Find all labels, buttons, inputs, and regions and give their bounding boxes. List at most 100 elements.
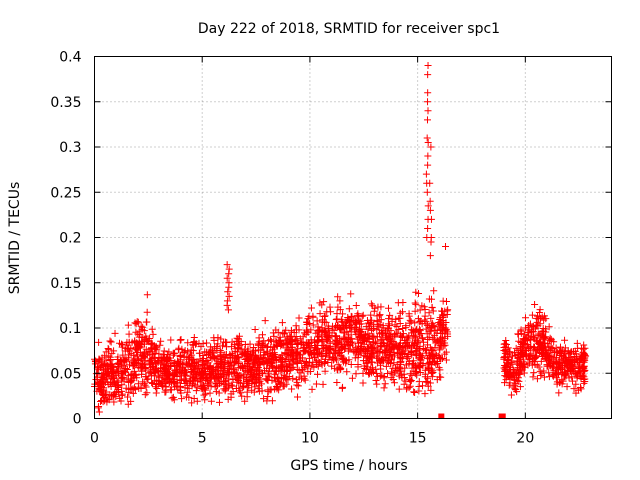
data-point — [577, 384, 585, 392]
data-point — [550, 348, 558, 356]
data-point — [390, 379, 398, 387]
data-point — [252, 354, 260, 362]
data-point — [443, 307, 451, 315]
data-point — [200, 391, 208, 399]
data-point — [123, 375, 131, 383]
data-point — [574, 358, 582, 366]
data-point — [339, 310, 347, 318]
data-point — [159, 351, 167, 359]
data-point — [225, 283, 233, 291]
data-point — [444, 306, 452, 314]
data-point — [533, 353, 541, 361]
data-point — [377, 365, 385, 373]
data-point — [511, 351, 519, 359]
data-point — [196, 378, 204, 386]
data-point — [327, 308, 335, 316]
data-point — [360, 362, 368, 370]
data-point — [242, 378, 250, 386]
data-point — [387, 356, 395, 364]
data-point — [342, 359, 350, 367]
data-point — [223, 274, 231, 282]
data-point — [180, 376, 188, 384]
data-point — [114, 382, 122, 390]
data-point — [386, 311, 394, 319]
data-point — [372, 377, 380, 385]
data-point — [106, 337, 114, 345]
data-point — [402, 340, 410, 348]
data-point — [543, 361, 551, 369]
data-point — [528, 361, 536, 369]
data-point — [288, 328, 296, 336]
data-point — [421, 345, 429, 353]
data-point — [177, 372, 185, 380]
data-point — [119, 341, 127, 349]
data-point — [153, 367, 161, 375]
data-point — [568, 377, 576, 385]
data-point — [246, 351, 254, 359]
data-point — [271, 351, 279, 359]
data-point — [336, 336, 344, 344]
data-point — [96, 386, 104, 394]
data-point — [255, 334, 263, 342]
data-point — [157, 337, 165, 345]
data-point — [442, 243, 450, 251]
data-point — [170, 349, 178, 357]
data-point — [309, 313, 317, 321]
data-point — [322, 318, 330, 326]
data-point — [143, 308, 151, 316]
data-point — [224, 395, 232, 403]
data-point — [324, 322, 332, 330]
data-point — [136, 342, 144, 350]
data-point — [413, 325, 421, 333]
y-tick-label: 0 — [73, 412, 82, 428]
data-point — [421, 366, 429, 374]
data-point — [408, 359, 416, 367]
data-point — [132, 320, 140, 328]
data-point — [382, 353, 390, 361]
data-point — [293, 393, 301, 401]
data-point — [348, 313, 356, 321]
data-point — [401, 364, 409, 372]
data-point — [579, 357, 587, 365]
data-point — [341, 341, 349, 349]
x-tick-label: 0 — [90, 431, 99, 447]
data-point — [125, 351, 133, 359]
data-point — [366, 369, 374, 377]
data-point — [133, 351, 141, 359]
data-point — [322, 327, 330, 335]
data-point — [199, 370, 207, 378]
data-point — [406, 375, 414, 383]
data-point — [219, 342, 227, 350]
data-point — [110, 398, 118, 406]
data-point — [540, 312, 548, 320]
data-point — [235, 378, 243, 386]
data-point — [374, 359, 382, 367]
data-point — [372, 346, 380, 354]
data-point — [407, 377, 415, 384]
data-point — [316, 348, 324, 356]
data-point — [336, 297, 344, 305]
data-point — [200, 384, 208, 392]
data-point — [296, 351, 304, 359]
data-gap-marker — [499, 413, 506, 419]
data-point — [307, 351, 315, 359]
data-point — [338, 384, 346, 392]
data-point — [214, 359, 222, 367]
data-point — [292, 322, 300, 330]
data-point — [283, 362, 291, 370]
data-point — [547, 343, 555, 351]
data-point — [95, 355, 103, 363]
data-point — [329, 356, 337, 364]
data-point — [422, 170, 430, 178]
data-point — [377, 316, 385, 324]
data-point — [262, 375, 270, 383]
data-point — [102, 356, 110, 364]
data-point — [516, 383, 524, 391]
data-point — [552, 371, 560, 379]
data-point — [100, 369, 108, 377]
data-point — [258, 387, 266, 395]
data-point — [212, 375, 220, 383]
data-point — [411, 388, 419, 396]
data-point — [212, 372, 220, 380]
data-point — [341, 344, 349, 352]
